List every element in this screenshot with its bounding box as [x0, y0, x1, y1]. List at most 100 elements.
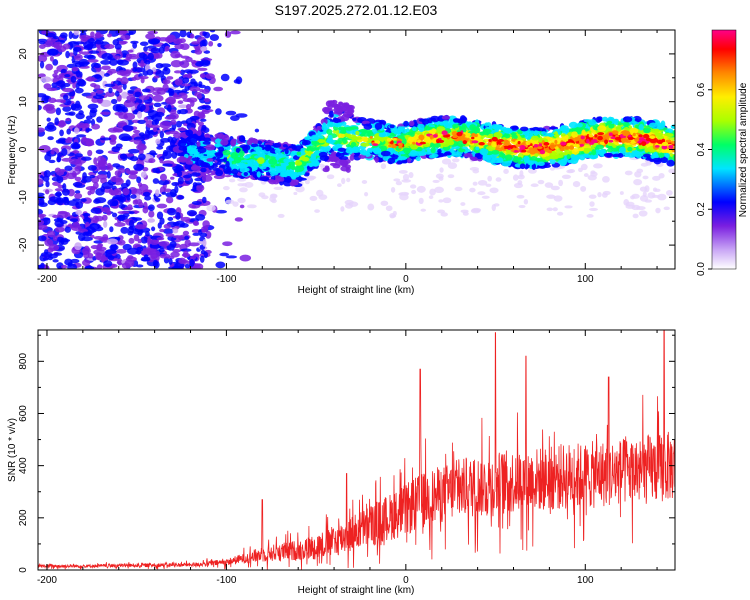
- heatmap-cell-hot: [452, 134, 458, 139]
- heatmap-cell: [71, 66, 79, 72]
- heatmap-cell: [534, 157, 544, 162]
- heatmap-cell: [172, 228, 179, 234]
- heatmap-cell: [349, 155, 355, 161]
- heatmap-cell: [572, 180, 581, 188]
- heatmap-cell: [666, 190, 673, 196]
- heatmap-cell-hot: [419, 141, 426, 145]
- heatmap-cell: [589, 201, 595, 207]
- heatmap-cell: [208, 40, 214, 47]
- heatmap-cell: [402, 138, 407, 145]
- heatmap-cell: [195, 182, 202, 186]
- heatmap-cell: [72, 82, 77, 89]
- heatmap-cell: [397, 126, 403, 131]
- heatmap-cell: [462, 211, 469, 216]
- heatmap-cell: [199, 73, 206, 79]
- heatmap-cell: [127, 204, 133, 211]
- heatmap-cell: [320, 118, 328, 125]
- heatmap-cell-hot: [533, 143, 539, 148]
- heatmap-cell: [43, 83, 52, 90]
- heatmap-cell: [317, 131, 327, 135]
- heatmap-cell: [428, 195, 434, 200]
- heatmap-cell: [340, 206, 345, 212]
- x-tick-label: 100: [577, 575, 594, 586]
- heatmap-cell: [38, 44, 46, 49]
- heatmap-cell: [91, 123, 101, 130]
- heatmap-cell: [45, 63, 54, 71]
- heatmap-cell: [437, 148, 442, 154]
- heatmap-cell: [577, 130, 582, 135]
- heatmap-cell: [72, 221, 80, 229]
- heatmap-cell: [397, 156, 408, 161]
- heatmap-cell: [418, 134, 425, 141]
- heatmap-cell: [146, 69, 154, 76]
- heatmap-cell: [222, 134, 230, 142]
- heatmap-cell: [279, 164, 287, 172]
- heatmap-cell: [622, 116, 633, 123]
- heatmap-cell: [165, 96, 177, 105]
- heatmap-cell: [129, 96, 137, 102]
- heatmap-cell: [372, 147, 382, 153]
- heatmap-cell: [164, 45, 170, 52]
- heatmap-cell: [512, 134, 518, 140]
- heatmap-cell: [197, 67, 208, 71]
- heatmap-cell: [156, 87, 167, 95]
- heatmap-cell: [285, 176, 292, 183]
- heatmap-cell: [94, 215, 104, 222]
- heatmap-cell: [47, 256, 53, 261]
- heatmap-cell: [261, 195, 269, 200]
- heatmap-cell: [185, 129, 194, 137]
- heatmap-cell: [55, 107, 61, 116]
- heatmap-cell: [424, 126, 433, 130]
- heatmap-cell: [256, 171, 261, 178]
- heatmap-cell: [264, 161, 269, 168]
- y-tick-label: 0: [18, 146, 29, 152]
- x-tick-label: -200: [37, 575, 57, 586]
- heatmap-cell: [583, 148, 590, 154]
- heatmap-cell: [106, 238, 119, 245]
- heatmap-cell: [184, 235, 190, 240]
- heatmap-cell: [266, 179, 276, 183]
- heatmap-cell: [355, 130, 360, 136]
- heatmap-cell: [541, 131, 547, 135]
- heatmap-cell: [171, 181, 180, 187]
- heatmap-cell: [439, 122, 446, 126]
- heatmap-cell: [128, 174, 138, 180]
- heatmap-cell: [66, 128, 71, 135]
- heatmap-cell: [68, 158, 80, 165]
- heatmap-cell: [138, 132, 145, 137]
- heatmap-cell-hot: [621, 130, 629, 135]
- heatmap-cell: [48, 244, 60, 252]
- heatmap-cell-hot: [502, 139, 509, 143]
- heatmap-cell: [112, 163, 121, 168]
- heatmap-cell: [512, 174, 519, 181]
- heatmap-cell: [161, 191, 167, 195]
- heatmap-cell: [169, 188, 177, 197]
- heatmap-cell: [152, 53, 160, 60]
- heatmap-cell-hot: [471, 140, 479, 144]
- heatmap-cell: [74, 100, 81, 109]
- heatmap-cell-hot: [604, 139, 609, 144]
- heatmap-cell: [46, 230, 56, 238]
- heatmap-cell: [147, 52, 155, 61]
- heatmap-cell: [82, 212, 91, 217]
- heatmap-cell: [155, 62, 164, 69]
- colorbar-label: Normalized spectral amplitude: [738, 82, 749, 217]
- heatmap-cell: [607, 142, 615, 146]
- heatmap-cell-hot: [526, 150, 531, 153]
- heatmap-cell: [93, 198, 101, 204]
- heatmap-cell: [53, 41, 63, 50]
- heatmap-cell: [62, 87, 74, 93]
- heatmap-cell: [393, 178, 401, 182]
- heatmap-cell: [214, 143, 223, 147]
- heatmap-cell: [159, 158, 164, 164]
- heatmap-cell: [165, 196, 174, 204]
- heatmap-cell: [198, 81, 203, 87]
- heatmap-cell: [96, 174, 108, 180]
- heatmap-cell: [239, 187, 248, 193]
- heatmap-cell: [142, 191, 151, 197]
- heatmap-cell: [310, 161, 320, 167]
- heatmap-cell: [199, 118, 207, 122]
- heatmap-cell: [487, 175, 493, 182]
- heatmap-cell: [131, 188, 143, 196]
- heatmap-cell: [179, 69, 185, 76]
